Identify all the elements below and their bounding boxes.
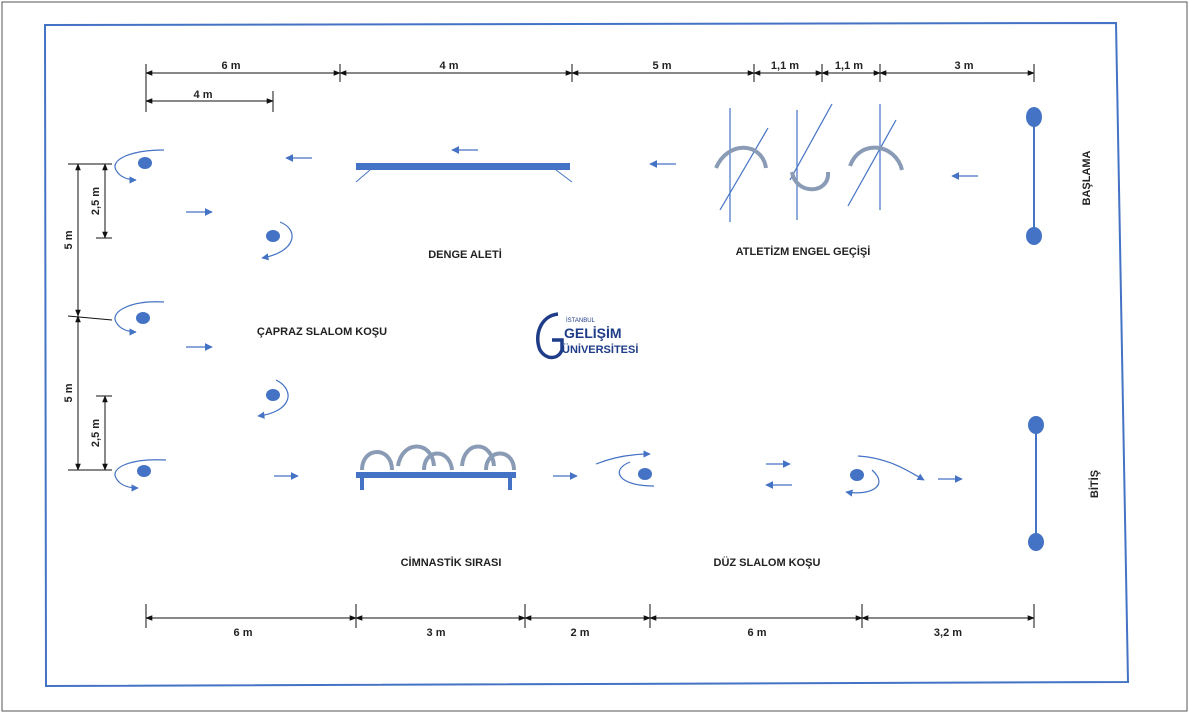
dim-bottom-4: 6 m: [748, 627, 767, 639]
cone: [266, 230, 280, 242]
finish-cone-bottom: [1028, 533, 1044, 551]
finish-label: BİTİŞ: [1088, 470, 1101, 498]
university-logo: İSTANBUL GELİŞİM ÜNİVERSİTESİ: [536, 312, 638, 360]
dim-top-5: 1,1 m: [835, 60, 863, 72]
dim-left-inner-1: 2,5 m: [90, 187, 102, 215]
hurdle-2: [789, 103, 833, 220]
hurdle-3: [847, 104, 904, 210]
start-gate: [1026, 107, 1042, 245]
start-cone-bottom: [1026, 227, 1042, 245]
cone: [136, 312, 150, 324]
dim-top-4: 1,1 m: [771, 60, 799, 72]
cone: [137, 465, 151, 477]
dim-bottom-1: 6 m: [234, 627, 253, 639]
straight-slalom: [595, 450, 925, 497]
balance-beam: [355, 163, 573, 183]
straight-slalom-label: DÜZ SLALOM KOŞU: [714, 556, 821, 569]
hurdle-1: [714, 108, 769, 222]
dim-bottom-5: 3,2 m: [934, 627, 962, 639]
dim-top-6: 3 m: [955, 60, 974, 72]
bottom-dimensions: [145, 604, 1035, 628]
cone: [266, 389, 280, 401]
cone: [638, 468, 652, 480]
field-boundary: [43, 21, 1130, 688]
left-dimensions: [67, 163, 113, 471]
dim-top-2: 4 m: [440, 60, 459, 72]
dim-top-3: 5 m: [653, 60, 672, 72]
dim-left-outer-1: 5 m: [63, 230, 75, 249]
logo-line3: ÜNİVERSİTESİ: [562, 343, 638, 356]
hurdles: [714, 103, 904, 222]
diagonal-slalom: [114, 149, 293, 492]
finish-cone-top: [1028, 416, 1044, 434]
dim-top-1: 6 m: [222, 60, 241, 72]
finish-gate: [1028, 416, 1044, 551]
gym-bench-label: CİMNASTİK SIRASI: [401, 556, 502, 569]
balance-beam-label: DENGE ALETİ: [428, 248, 502, 261]
dim-bottom-2: 3 m: [427, 627, 446, 639]
hurdles-label: ATLETİZM ENGEL GEÇİŞİ: [736, 245, 871, 258]
top-flow-arrows: [285, 146, 978, 180]
logo-line2: GELİŞİM: [564, 325, 622, 341]
diagonal-slalom-label: ÇAPRAZ SLALOM KOŞU: [257, 326, 387, 338]
cone: [138, 157, 152, 169]
dim-left-inner-2: 2,5 m: [90, 419, 102, 447]
dim-bottom-3: 2 m: [571, 627, 590, 639]
dim-left-outer-2: 5 m: [63, 383, 75, 402]
top-dimensions: [145, 64, 1035, 112]
cone: [850, 469, 864, 481]
gym-bench: [356, 444, 516, 490]
start-cone-top: [1026, 107, 1042, 127]
logo-line1: İSTANBUL: [566, 317, 596, 324]
dim-top-sub: 4 m: [194, 89, 213, 101]
start-label: BAŞLAMA: [1081, 150, 1093, 205]
bottom-flow-arrows: [274, 460, 963, 489]
